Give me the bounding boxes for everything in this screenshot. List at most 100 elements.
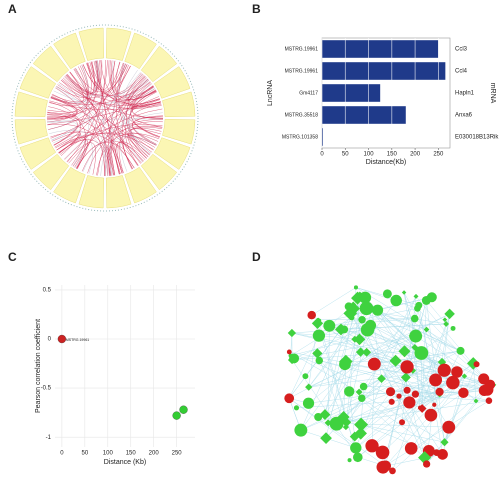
chord [93,60,138,167]
node [458,387,469,399]
node [403,396,416,409]
node [339,358,351,371]
node [353,333,366,346]
edge [403,292,443,363]
point-label: MSTRG.19961 [66,338,89,342]
chromosome-track [124,32,157,70]
edge [417,308,436,381]
edge [421,353,423,409]
edge [292,351,405,361]
chord [66,61,95,94]
node [399,419,406,426]
chord [115,61,144,94]
edge [324,352,367,415]
node [351,335,359,343]
node [450,325,456,331]
y-tick-label: 0 [48,337,52,343]
edge [415,390,485,395]
edge [324,329,345,415]
chromosome-track [78,27,105,61]
node [340,325,349,334]
edge [426,300,447,325]
x-tick-label: 250 [172,451,183,457]
edge [346,394,440,423]
chromosome-track [32,153,70,191]
chord [60,79,162,109]
edge [444,392,464,443]
edge [385,376,465,467]
node [287,355,297,365]
chromosome-track [78,175,105,209]
y-tick-label: MSTRG.19961 [285,68,319,74]
chord [67,60,108,163]
chord [55,87,112,176]
chord [132,115,163,145]
network-diagram [284,285,497,475]
node [398,345,411,358]
node [443,321,450,327]
node [293,405,300,411]
x-tick-label: 50 [342,152,349,158]
chord [49,130,108,176]
node [342,423,349,431]
plot-area [55,285,195,447]
node [376,460,390,474]
node [294,423,308,437]
edge [367,329,422,354]
edge [390,382,453,392]
chord [49,100,161,110]
y-tick-label: MSTRG.101358 [282,134,318,140]
panel-label: D [252,250,261,264]
chromosome-track [53,166,86,204]
node [385,387,396,397]
panel-label: B [252,2,261,16]
node [337,411,350,423]
edge [412,370,435,405]
node [410,314,419,323]
y2-axis-label: mRNA [489,83,496,104]
chord [47,93,78,121]
y-tick-label: Gm4117 [299,90,318,96]
node [401,290,407,295]
chromosome-track [124,166,157,204]
node [429,373,443,387]
chord [55,87,105,177]
edge [346,400,489,423]
node [409,329,423,343]
edge [318,318,415,320]
node [417,404,427,413]
chord [58,124,163,154]
node [411,390,420,398]
node [311,317,324,329]
node [347,458,352,463]
edge [401,379,436,423]
node [360,323,375,337]
edge [336,339,360,424]
node [359,382,368,391]
x-axis-label: Distance(Kb) [366,159,406,166]
edge [417,308,491,385]
chord [112,60,157,145]
edge [409,378,484,403]
chord [119,83,153,172]
x-tick-label: 200 [410,152,421,158]
panel-label: A [8,2,17,16]
node [437,363,451,377]
y2-tick-label: Anxa6 [455,113,473,119]
chromosome-track [140,45,178,83]
edge [415,296,491,385]
edge [382,400,490,468]
x-tick-label: 150 [387,152,398,158]
node [287,328,297,338]
chord [47,118,163,123]
chord [60,79,115,176]
node [444,308,455,320]
node [288,353,293,358]
node [284,393,295,404]
chromosome-track [153,66,191,99]
x-axis-label: Distance (Kb) [104,459,146,466]
chord [53,66,88,146]
chord [108,60,154,98]
chord [47,123,114,176]
node [424,408,438,422]
